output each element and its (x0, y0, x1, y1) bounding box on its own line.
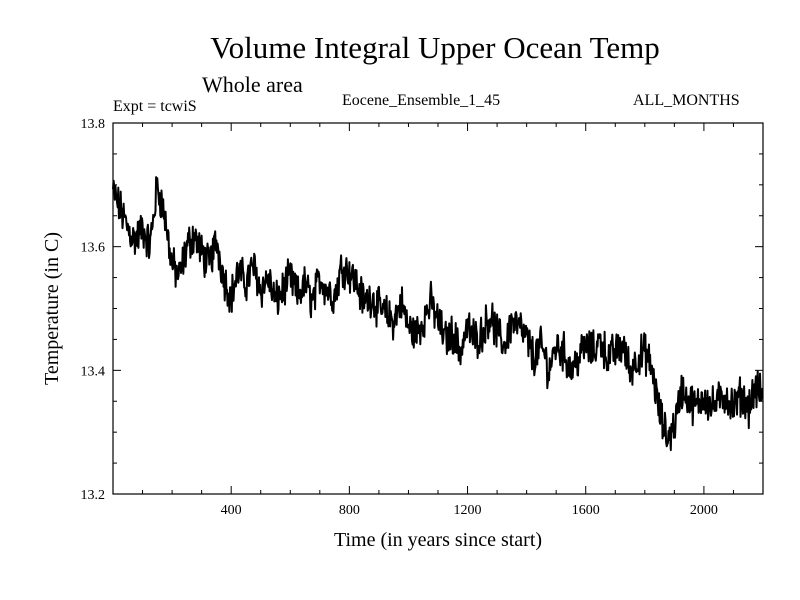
chart-title: Volume Integral Upper Ocean Temp (210, 30, 660, 65)
months-label: ALL_MONTHS (633, 92, 740, 109)
tick-labels: 400 800 1200 1600 2000 13.2 13.4 13.6 13.8 (81, 117, 718, 518)
y-tick-label: 13.8 (81, 117, 106, 132)
x-tick-label: 1200 (454, 503, 482, 518)
y-tick-label: 13.6 (81, 241, 106, 256)
experiment-label: Expt = tcwiS (113, 98, 197, 115)
x-axis-label: Time (in years since start) (334, 529, 542, 551)
ensemble-label: Eocene_Ensemble_1_45 (342, 92, 501, 109)
chart-subtitle: Whole area (202, 72, 303, 97)
x-tick-label: 2000 (690, 503, 718, 518)
y-axis-label: Temperature (in C) (41, 232, 63, 385)
x-tick-label: 1600 (572, 503, 600, 518)
y-tick-label: 13.4 (81, 364, 106, 379)
temperature-series-line (112, 176, 764, 452)
y-tick-label: 13.2 (81, 488, 106, 503)
x-tick-label: 400 (221, 503, 242, 518)
x-tick-label: 800 (339, 503, 360, 518)
